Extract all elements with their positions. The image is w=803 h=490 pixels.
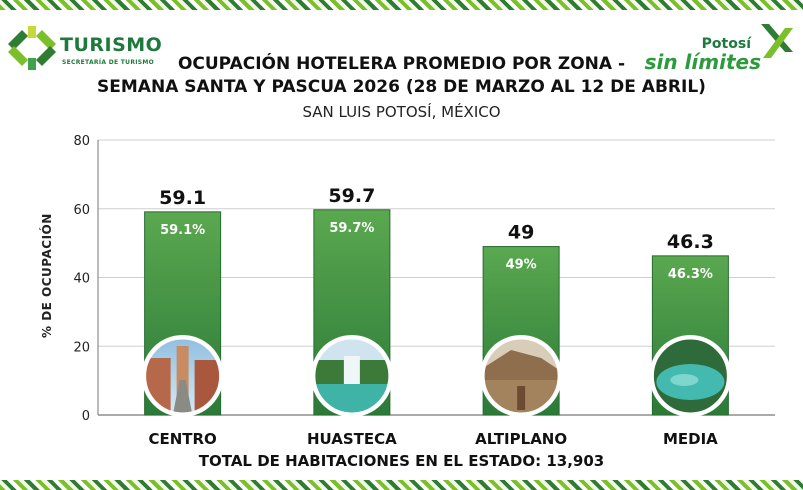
waterfall-icon xyxy=(310,335,393,417)
bar-inner-label: 46.3% xyxy=(668,267,713,282)
y-tick-label: 20 xyxy=(73,340,90,355)
bar-inner-label: 49% xyxy=(506,258,537,273)
y-tick-label: 40 xyxy=(73,272,90,287)
y-tick-label: 80 xyxy=(73,134,90,149)
potosi-logo-main: sin límites xyxy=(644,50,761,74)
logo-subtitle: SECRETARÍA DE TURISMO xyxy=(62,59,155,66)
category-label: MEDIA xyxy=(663,430,718,448)
category-label: ALTIPLANO xyxy=(475,430,567,448)
bar-value-label: 49 xyxy=(508,222,534,244)
bar-value-label: 59.1 xyxy=(159,187,206,209)
y-tick-label: 0 xyxy=(82,409,90,424)
potosi-logo-top: Potosí xyxy=(701,36,751,52)
bar-value-label: 46.3 xyxy=(667,231,714,253)
decorative-border-top xyxy=(0,0,803,10)
desert-village-icon xyxy=(480,335,563,417)
bar-inner-label: 59.7% xyxy=(329,221,374,236)
river-pool-icon xyxy=(649,335,732,417)
category-label: HUASTECA xyxy=(307,430,397,448)
chart-subtitle: SAN LUIS POTOSÍ, MÉXICO xyxy=(302,103,501,121)
potosi-logo: Potosí sin límites xyxy=(637,24,797,80)
category-label: CENTRO xyxy=(148,430,216,448)
chart-title-line1: OCUPACIÓN HOTELERA PROMEDIO POR ZONA - xyxy=(177,54,626,74)
bar-value-label: 59.7 xyxy=(328,185,375,207)
colonial-street-icon xyxy=(141,335,224,417)
bar-inner-label: 59.1% xyxy=(160,223,205,238)
turismo-x-icon xyxy=(8,26,56,70)
decorative-border-bottom xyxy=(0,480,803,490)
turismo-logo: TURISMO SECRETARÍA DE TURISMO xyxy=(6,22,176,82)
total-rooms: TOTAL DE HABITACIONES EN EL ESTADO: 13,9… xyxy=(198,452,605,470)
potosi-x-icon xyxy=(761,24,793,58)
logo-title: TURISMO xyxy=(60,34,163,56)
y-tick-label: 60 xyxy=(73,203,90,218)
chart-title-line2: SEMANA SANTA Y PASCUA 2026 (28 DE MARZO … xyxy=(97,77,706,97)
